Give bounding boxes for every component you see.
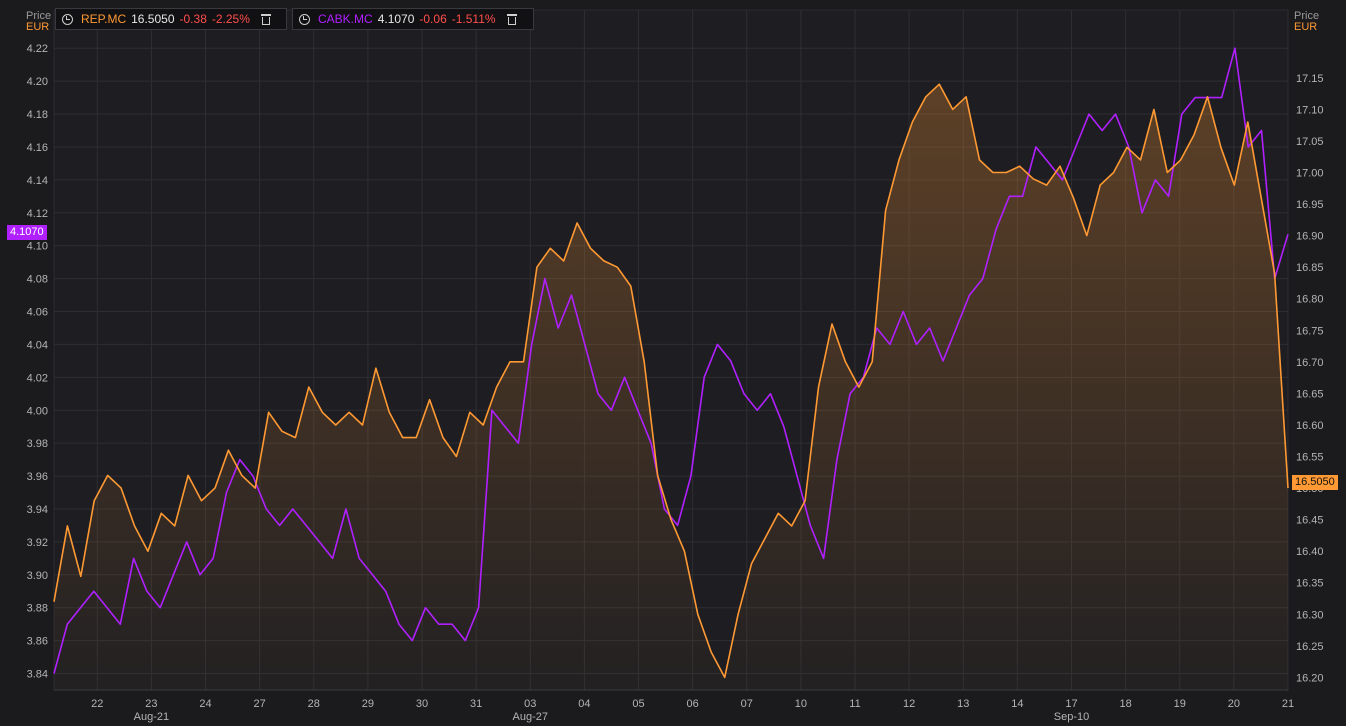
left-tick-label: 3.86 xyxy=(27,636,48,648)
trash-icon[interactable] xyxy=(260,14,271,25)
legend-change: -0.06 xyxy=(419,12,447,26)
x-tick-label: 30 xyxy=(416,698,428,710)
left-axis-unit: EUR xyxy=(26,21,50,33)
clock-icon[interactable] xyxy=(62,13,73,25)
left-tick-label: 4.10 xyxy=(27,241,48,253)
right-tick-label: 16.60 xyxy=(1296,420,1324,432)
x-tick-label: 27 xyxy=(254,698,266,710)
trash-icon[interactable] xyxy=(506,14,517,25)
left-tick-label: 3.92 xyxy=(27,537,48,549)
x-tick-label: 19 xyxy=(1174,698,1186,710)
legend-pct: -2.25% xyxy=(211,12,250,26)
left-tick-label: 3.88 xyxy=(27,603,48,615)
left-tick-label: 4.06 xyxy=(27,307,48,319)
right-axis-title: Price xyxy=(1294,10,1320,22)
x-tick-label: 07 xyxy=(741,698,753,710)
right-tick-label: 16.55 xyxy=(1296,452,1324,464)
clock-icon[interactable] xyxy=(299,13,310,25)
x-tick-label: 10 xyxy=(795,698,807,710)
x-tick-label: 22 xyxy=(91,698,103,710)
left-tick-label: 4.22 xyxy=(27,43,48,55)
legend-cabk[interactable]: CABK.MC 4.1070 -0.06 -1.511% xyxy=(292,8,534,30)
left-tick-label: 4.02 xyxy=(27,372,48,384)
right-tick-label: 16.75 xyxy=(1296,325,1324,337)
left-tick-label: 4.00 xyxy=(27,405,48,417)
legend-last: 4.1070 xyxy=(377,12,415,26)
right-tick-label: 16.45 xyxy=(1296,515,1324,527)
rep-line xyxy=(53,83,1289,679)
x-month-label: Sep-10 xyxy=(1054,711,1089,723)
x-tick-label: 12 xyxy=(903,698,915,710)
right-last-price-tag: 16.5050 xyxy=(1292,475,1338,490)
right-tick-label: 17.15 xyxy=(1296,73,1324,85)
right-tick-label: 16.65 xyxy=(1296,388,1324,400)
x-month-label: Aug-21 xyxy=(134,711,169,723)
right-tick-label: 16.30 xyxy=(1296,609,1324,621)
left-tick-label: 4.08 xyxy=(27,274,48,286)
right-tick-label: 17.00 xyxy=(1296,168,1324,180)
left-axis-title: Price xyxy=(26,10,52,22)
x-tick-label: 21 xyxy=(1282,698,1294,710)
legend-change: -0.38 xyxy=(179,12,207,26)
x-tick-label: 31 xyxy=(470,698,482,710)
legend-symbol: CABK.MC xyxy=(318,12,373,26)
x-tick-label: 05 xyxy=(632,698,644,710)
right-tick-label: 16.80 xyxy=(1296,294,1324,306)
right-tick-label: 16.40 xyxy=(1296,546,1324,558)
right-tick-label: 16.85 xyxy=(1296,262,1324,274)
right-tick-label: 16.90 xyxy=(1296,231,1324,243)
right-tick-label: 16.95 xyxy=(1296,199,1324,211)
legend-symbol: REP.MC xyxy=(81,12,127,26)
left-tick-label: 4.04 xyxy=(27,339,48,351)
right-tick-label: 17.10 xyxy=(1296,104,1324,116)
left-tick-label: 3.84 xyxy=(27,669,48,681)
legend-pct: -1.511% xyxy=(451,12,496,26)
right-tick-label: 16.35 xyxy=(1296,578,1324,590)
left-tick-label: 3.94 xyxy=(27,504,48,516)
right-tick-label: 16.25 xyxy=(1296,641,1324,653)
x-tick-label: 29 xyxy=(362,698,374,710)
left-tick-label: 3.96 xyxy=(27,471,48,483)
x-tick-label: 17 xyxy=(1065,698,1077,710)
left-last-price-tag: 4.1070 xyxy=(7,225,47,240)
right-tick-label: 17.05 xyxy=(1296,136,1324,148)
left-tick-label: 4.18 xyxy=(27,109,48,121)
x-tick-label: 18 xyxy=(1120,698,1132,710)
x-tick-label: 11 xyxy=(849,698,860,710)
legend-last: 16.5050 xyxy=(131,12,175,26)
right-axis-unit: EUR xyxy=(1294,21,1318,33)
rep-area xyxy=(54,84,1288,690)
x-tick-label: 03 xyxy=(524,698,536,710)
x-month-label: Aug-27 xyxy=(513,711,548,723)
left-tick-label: 3.98 xyxy=(27,438,48,450)
left-tick-label: 4.16 xyxy=(27,142,48,154)
left-tick-label: 4.12 xyxy=(27,208,48,220)
x-tick-label: 24 xyxy=(199,698,211,710)
x-tick-label: 04 xyxy=(578,698,590,710)
right-tick-label: 16.70 xyxy=(1296,357,1324,369)
left-tick-label: 4.14 xyxy=(27,175,48,187)
x-tick-label: 20 xyxy=(1228,698,1240,710)
left-tick-label: 3.90 xyxy=(27,570,48,582)
x-tick-label: 06 xyxy=(687,698,699,710)
x-tick-label: 13 xyxy=(957,698,969,710)
right-tick-label: 16.20 xyxy=(1296,672,1324,684)
x-tick-label: 23 xyxy=(145,698,157,710)
legend-rep[interactable]: REP.MC 16.5050 -0.38 -2.25% xyxy=(55,8,287,30)
left-tick-label: 4.20 xyxy=(27,76,48,88)
x-tick-label: 14 xyxy=(1011,698,1023,710)
x-tick-label: 28 xyxy=(308,698,320,710)
